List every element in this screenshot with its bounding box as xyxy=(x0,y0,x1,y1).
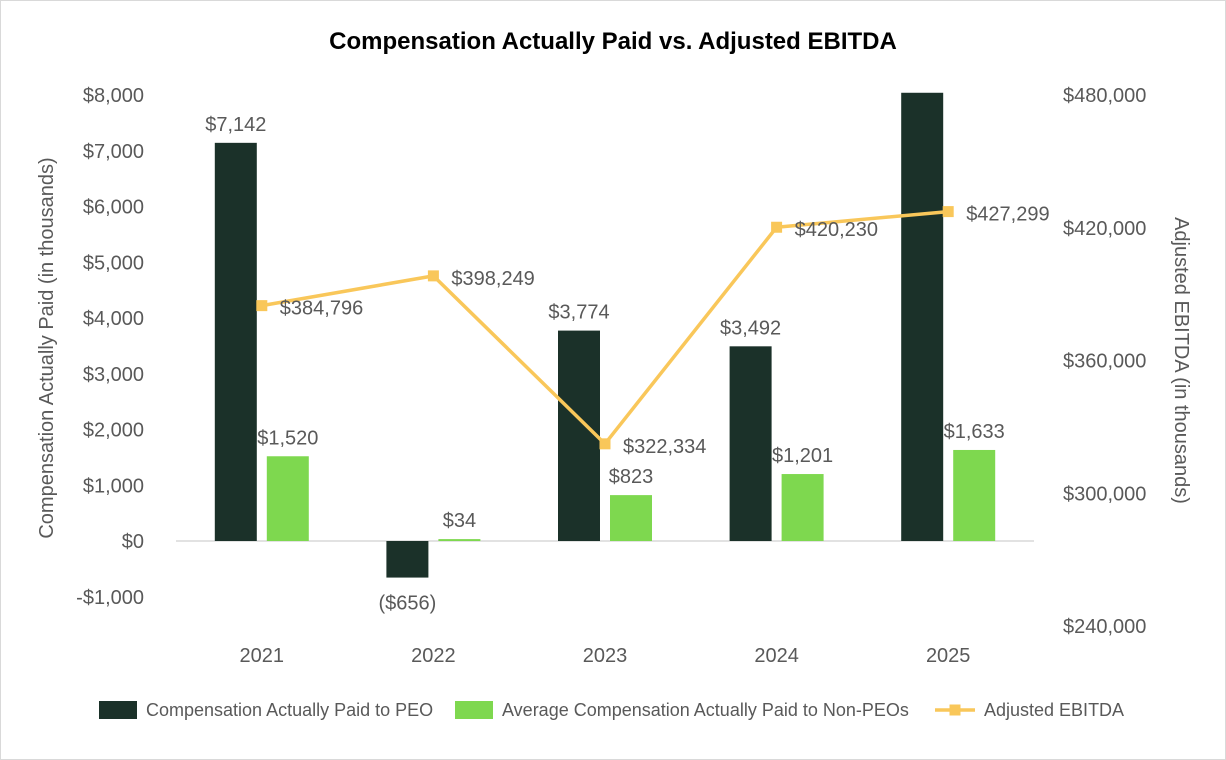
ebitda-marker xyxy=(256,300,268,312)
data-label-peo: $3,774 xyxy=(548,302,609,324)
bar-non-peo xyxy=(610,495,652,541)
left-axis-tick-label: $5,000 xyxy=(83,252,144,274)
x-axis-tick-label: 2023 xyxy=(583,645,628,667)
legend-label-non-peo: Average Compensation Actually Paid to No… xyxy=(502,700,909,720)
data-label-non-peo: $34 xyxy=(443,510,476,532)
left-axis-tick-label: -$1,000 xyxy=(76,587,144,609)
bar-non-peo xyxy=(438,539,481,541)
bar-peo xyxy=(386,541,429,578)
x-axis-tick-label: 2025 xyxy=(926,645,971,667)
data-label-non-peo: $1,520 xyxy=(257,427,318,449)
data-label-ebitda: $322,334 xyxy=(623,436,706,458)
legend-label-peo: Compensation Actually Paid to PEO xyxy=(146,700,433,720)
bar-peo xyxy=(729,346,772,541)
ebitda-line xyxy=(261,209,949,446)
legend-marker-ebitda xyxy=(949,704,961,716)
data-label-ebitda: $398,249 xyxy=(451,268,534,290)
ebitda-marker xyxy=(599,438,611,450)
right-axis-title: Adjusted EBITDA (in thousands) xyxy=(1170,217,1192,504)
bar-non-peo xyxy=(953,449,996,541)
data-label-peo: $3,492 xyxy=(720,317,781,339)
data-label-ebitda: $427,299 xyxy=(966,204,1049,226)
bar-non-peo xyxy=(266,456,309,541)
legend-swatch-peo xyxy=(99,701,137,719)
bar-peo xyxy=(558,330,600,541)
left-axis-tick-label: $2,000 xyxy=(83,420,144,442)
ebitda-marker xyxy=(942,206,954,218)
data-label-ebitda: $384,796 xyxy=(280,298,363,320)
legend-label-ebitda: Adjusted EBITDA xyxy=(984,700,1124,720)
data-label-peo: ($656) xyxy=(378,593,436,615)
x-axis-tick-label: 2022 xyxy=(411,645,456,667)
data-label-non-peo: $1,201 xyxy=(772,445,833,467)
left-axis-tick-label: $8,000 xyxy=(83,85,144,107)
right-axis-tick-label: $420,000 xyxy=(1063,218,1146,240)
chart-title: Compensation Actually Paid vs. Adjusted … xyxy=(329,28,897,55)
data-label-non-peo: $823 xyxy=(609,466,654,488)
bar-peo xyxy=(214,142,257,541)
data-label-ebitda: $420,230 xyxy=(795,219,878,241)
left-axis-tick-label: $6,000 xyxy=(83,197,144,219)
left-axis-title: Compensation Actually Paid (in thousands… xyxy=(36,157,58,538)
bar-non-peo xyxy=(781,474,824,541)
right-axis-tick-label: $300,000 xyxy=(1063,483,1146,505)
x-axis-tick-label: 2021 xyxy=(240,645,285,667)
ebitda-marker xyxy=(771,221,783,233)
x-axis-tick-label: 2024 xyxy=(754,645,799,667)
right-axis-tick-label: $240,000 xyxy=(1063,616,1146,638)
left-axis-tick-label: $7,000 xyxy=(83,141,144,163)
data-label-peo: $7,142 xyxy=(205,114,266,136)
data-label-non-peo: $1,633 xyxy=(944,421,1005,443)
right-axis-tick-label: $360,000 xyxy=(1063,351,1146,373)
left-axis-tick-label: $3,000 xyxy=(83,364,144,386)
left-axis-tick-label: $1,000 xyxy=(83,475,144,497)
bar-peo xyxy=(901,92,944,542)
ebitda-marker xyxy=(427,270,439,282)
legend-swatch-non-peo xyxy=(455,701,493,719)
right-axis-tick-label: $480,000 xyxy=(1063,85,1146,107)
left-axis-tick-label: $0 xyxy=(122,531,144,553)
left-axis-tick-label: $4,000 xyxy=(83,308,144,330)
